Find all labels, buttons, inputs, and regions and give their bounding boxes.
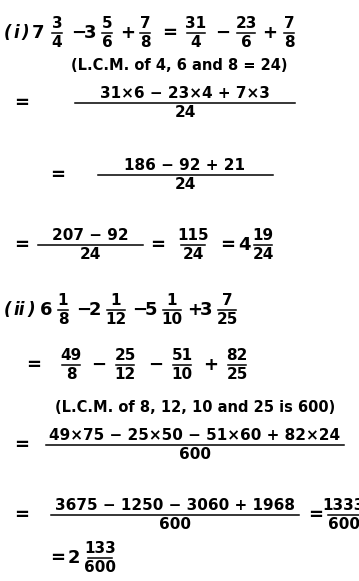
Text: 7: 7 bbox=[140, 16, 150, 31]
Text: 19: 19 bbox=[252, 228, 274, 243]
Text: 115: 115 bbox=[177, 228, 209, 243]
Text: 31: 31 bbox=[186, 16, 206, 31]
Text: ii: ii bbox=[13, 301, 24, 319]
Text: ): ) bbox=[27, 301, 34, 319]
Text: 1: 1 bbox=[58, 293, 68, 308]
Text: 133: 133 bbox=[84, 541, 116, 556]
Text: 2: 2 bbox=[68, 549, 80, 567]
Text: 4: 4 bbox=[191, 35, 201, 50]
Text: (L.C.M. of 4, 6 and 8 = 24): (L.C.M. of 4, 6 and 8 = 24) bbox=[71, 58, 287, 73]
Text: 3: 3 bbox=[52, 16, 62, 31]
Text: −: − bbox=[215, 24, 230, 42]
Text: 6: 6 bbox=[102, 35, 112, 50]
Text: −: − bbox=[91, 356, 106, 374]
Text: 10: 10 bbox=[172, 367, 192, 382]
Text: +: + bbox=[120, 24, 135, 42]
Text: 600: 600 bbox=[84, 560, 116, 575]
Text: (: ( bbox=[4, 301, 11, 319]
Text: 600: 600 bbox=[159, 517, 191, 532]
Text: 25: 25 bbox=[114, 348, 136, 363]
Text: −: − bbox=[132, 301, 147, 319]
Text: 8: 8 bbox=[66, 367, 76, 382]
Text: 12: 12 bbox=[106, 312, 127, 327]
Text: (: ( bbox=[4, 24, 11, 42]
Text: 7: 7 bbox=[32, 24, 45, 42]
Text: =: = bbox=[26, 356, 41, 374]
Text: 2: 2 bbox=[89, 301, 102, 319]
Text: 24: 24 bbox=[252, 247, 274, 262]
Text: 24: 24 bbox=[79, 247, 101, 262]
Text: 4: 4 bbox=[52, 35, 62, 50]
Text: =: = bbox=[14, 94, 29, 112]
Text: 23: 23 bbox=[235, 16, 257, 31]
Text: 7: 7 bbox=[222, 293, 232, 308]
Text: 49: 49 bbox=[60, 348, 81, 363]
Text: 12: 12 bbox=[115, 367, 136, 382]
Text: 3: 3 bbox=[200, 301, 213, 319]
Text: 8: 8 bbox=[140, 35, 150, 50]
Text: =: = bbox=[14, 236, 29, 254]
Text: 1333: 1333 bbox=[323, 498, 359, 513]
Text: 51: 51 bbox=[172, 348, 192, 363]
Text: −: − bbox=[71, 24, 86, 42]
Text: 25: 25 bbox=[216, 312, 238, 327]
Text: 24: 24 bbox=[174, 105, 196, 120]
Text: 600: 600 bbox=[328, 517, 359, 532]
Text: 7: 7 bbox=[284, 16, 294, 31]
Text: =: = bbox=[220, 236, 235, 254]
Text: +: + bbox=[187, 301, 202, 319]
Text: 207 − 92: 207 − 92 bbox=[52, 228, 128, 243]
Text: −: − bbox=[76, 301, 91, 319]
Text: 5: 5 bbox=[102, 16, 112, 31]
Text: 10: 10 bbox=[162, 312, 183, 327]
Text: =: = bbox=[308, 506, 323, 524]
Text: =: = bbox=[150, 236, 165, 254]
Text: 31×6 − 23×4 + 7×3: 31×6 − 23×4 + 7×3 bbox=[100, 86, 270, 101]
Text: 3675 − 1250 − 3060 + 1968: 3675 − 1250 − 3060 + 1968 bbox=[55, 498, 295, 513]
Text: 3: 3 bbox=[84, 24, 97, 42]
Text: 600: 600 bbox=[179, 447, 211, 462]
Text: 49×75 − 25×50 − 51×60 + 82×24: 49×75 − 25×50 − 51×60 + 82×24 bbox=[50, 428, 341, 443]
Text: 6: 6 bbox=[40, 301, 52, 319]
Text: 4: 4 bbox=[238, 236, 251, 254]
Text: 5: 5 bbox=[145, 301, 158, 319]
Text: 1: 1 bbox=[167, 293, 177, 308]
Text: 1: 1 bbox=[111, 293, 121, 308]
Text: 24: 24 bbox=[174, 177, 196, 192]
Text: 82: 82 bbox=[226, 348, 248, 363]
Text: 24: 24 bbox=[182, 247, 204, 262]
Text: +: + bbox=[203, 356, 218, 374]
Text: =: = bbox=[14, 506, 29, 524]
Text: 25: 25 bbox=[226, 367, 248, 382]
Text: =: = bbox=[50, 166, 65, 184]
Text: −: − bbox=[148, 356, 163, 374]
Text: 6: 6 bbox=[241, 35, 251, 50]
Text: ): ) bbox=[21, 24, 29, 42]
Text: =: = bbox=[14, 436, 29, 454]
Text: =: = bbox=[50, 549, 65, 567]
Text: =: = bbox=[162, 24, 177, 42]
Text: i: i bbox=[13, 24, 19, 42]
Text: 186 − 92 + 21: 186 − 92 + 21 bbox=[125, 158, 246, 173]
Text: (L.C.M. of 8, 12, 10 and 25 is 600): (L.C.M. of 8, 12, 10 and 25 is 600) bbox=[55, 400, 335, 414]
Text: +: + bbox=[262, 24, 277, 42]
Text: 8: 8 bbox=[284, 35, 294, 50]
Text: 8: 8 bbox=[58, 312, 68, 327]
